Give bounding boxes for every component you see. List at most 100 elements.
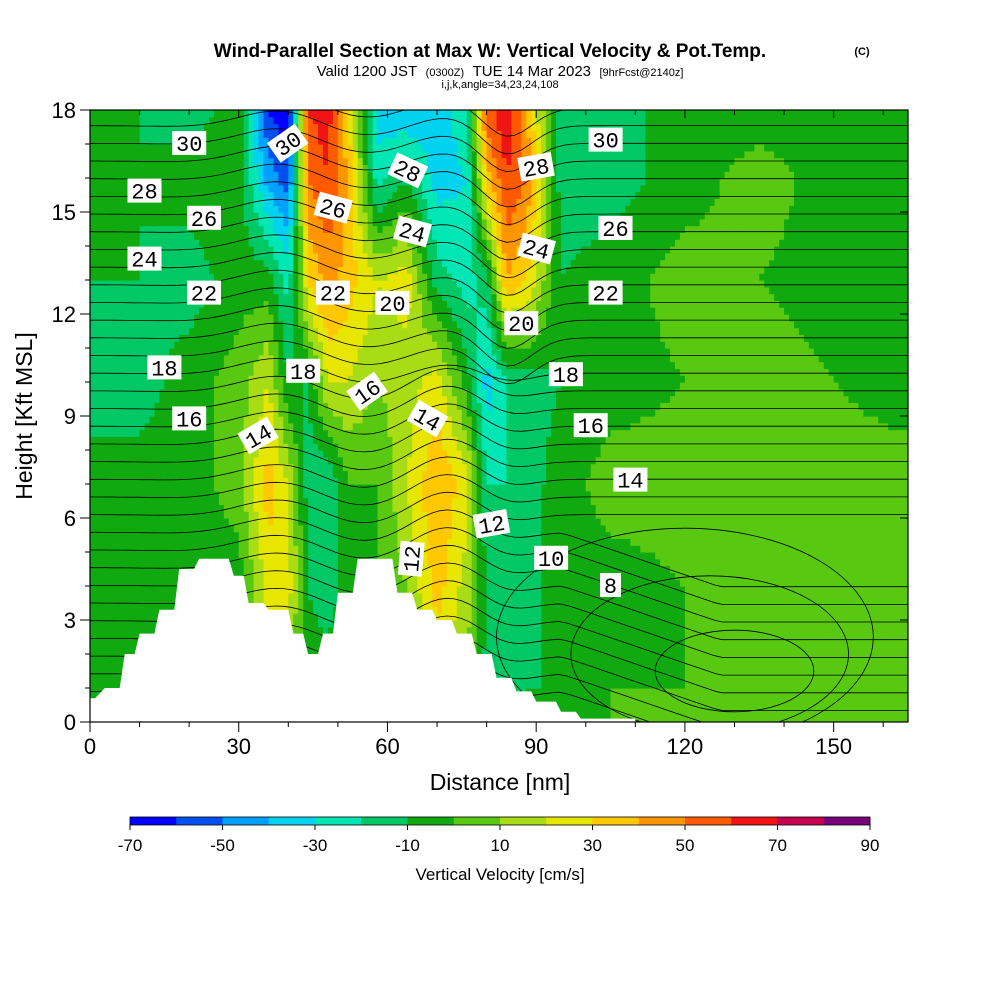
field-cell — [243, 477, 250, 485]
field-cell — [238, 354, 245, 363]
field-cell — [293, 572, 299, 580]
field-cell — [337, 552, 344, 560]
field-cell — [293, 266, 299, 274]
field-cell — [248, 164, 255, 172]
field-cell — [223, 150, 230, 159]
field-cell — [194, 443, 200, 451]
field-cell — [213, 191, 220, 199]
field-cell — [313, 130, 319, 138]
field-cell — [273, 116, 279, 125]
field-cell — [189, 395, 195, 403]
field-cell — [119, 375, 126, 383]
field-cell — [293, 184, 299, 193]
field-cell — [199, 164, 205, 172]
field-cell — [189, 348, 195, 356]
field-cell — [109, 395, 116, 403]
field-cell — [129, 626, 136, 635]
field-cell — [248, 470, 255, 478]
field-cell — [99, 130, 106, 138]
field-cell — [144, 436, 151, 444]
field-cell — [268, 579, 275, 587]
field-cell — [313, 620, 319, 628]
field-cell — [288, 388, 294, 397]
field-cell — [114, 450, 121, 458]
field-cell — [149, 463, 156, 471]
field-cell — [208, 348, 215, 356]
field-cell — [243, 286, 250, 295]
field-cell — [233, 110, 240, 118]
field-cell — [283, 191, 289, 199]
field-cell — [223, 252, 230, 261]
field-cell — [323, 402, 329, 410]
field-cell — [303, 259, 309, 267]
field-cell — [253, 518, 260, 526]
field-cell — [313, 477, 319, 485]
field-cell — [109, 184, 116, 193]
field-cell — [293, 252, 299, 261]
field-cell — [243, 354, 250, 363]
field-cell — [204, 150, 210, 159]
field-cell — [159, 456, 165, 465]
field-cell — [94, 470, 101, 478]
field-cell — [179, 382, 185, 390]
field-cell — [139, 137, 146, 145]
field-cell — [263, 572, 270, 580]
field-cell — [134, 327, 141, 335]
field-cell — [308, 150, 314, 159]
field-cell — [90, 300, 96, 308]
field-cell — [99, 232, 106, 240]
field-cell — [104, 531, 111, 539]
field-cell — [199, 497, 205, 505]
field-cell — [104, 416, 111, 424]
field-cell — [154, 314, 161, 322]
field-cell — [124, 110, 131, 118]
field-cell — [357, 212, 364, 220]
field-cell — [313, 184, 319, 193]
field-cell — [94, 565, 101, 573]
field-cell — [104, 239, 111, 247]
field-cell — [318, 184, 324, 193]
field-cell — [94, 436, 101, 444]
field-cell — [323, 422, 329, 431]
field-cell — [323, 463, 329, 471]
field-cell — [119, 470, 126, 478]
field-cell — [149, 592, 156, 601]
field-cell — [199, 450, 205, 458]
field-cell — [323, 178, 329, 186]
field-cell — [248, 524, 255, 533]
field-cell — [184, 273, 190, 281]
field-cell — [213, 334, 220, 342]
field-cell — [204, 504, 210, 512]
field-cell — [318, 416, 324, 424]
field-cell — [99, 252, 106, 261]
field-cell — [342, 191, 349, 199]
field-cell — [124, 463, 131, 471]
field-cell — [109, 620, 116, 628]
field-cell — [154, 116, 161, 125]
field-cell — [308, 348, 314, 356]
field-cell — [218, 232, 225, 240]
field-cell — [90, 681, 96, 689]
field-cell — [228, 497, 235, 505]
field-cell — [303, 157, 309, 165]
field-cell — [248, 123, 255, 131]
field-cell — [119, 164, 126, 172]
field-cell — [223, 409, 230, 417]
field-cell — [174, 456, 180, 465]
field-cell — [213, 375, 220, 383]
field-cell — [248, 110, 255, 118]
field-cell — [90, 660, 96, 669]
field-cell — [253, 184, 260, 193]
field-cell — [134, 354, 141, 363]
field-cell — [228, 402, 235, 410]
field-cell — [233, 388, 240, 397]
field-cell — [213, 388, 220, 397]
field-cell — [164, 300, 170, 308]
field-cell — [213, 511, 220, 519]
field-cell — [337, 388, 344, 397]
field-cell — [347, 395, 354, 403]
field-cell — [213, 382, 220, 390]
field-cell — [134, 606, 141, 614]
field-cell — [124, 626, 131, 635]
field-cell — [109, 130, 116, 138]
